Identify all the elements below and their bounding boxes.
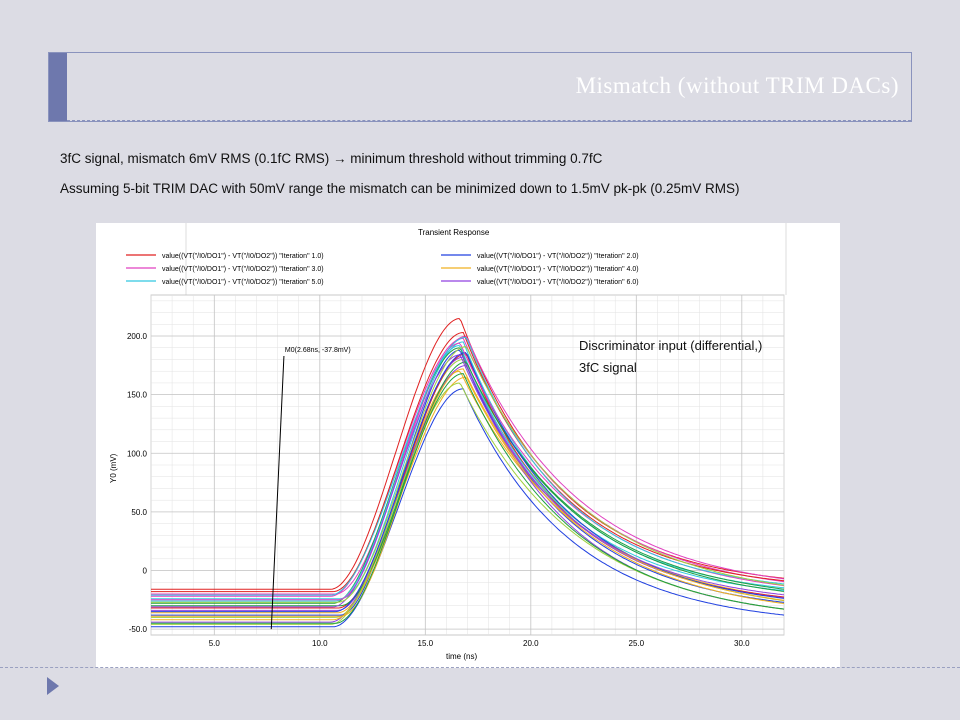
y-tick-label: 150.0 <box>127 391 148 400</box>
annotation-line-1: Discriminator input (differential,) <box>579 338 762 353</box>
summary-line-1: 3fC signal, mismatch 6mV RMS (0.1fC RMS)… <box>60 151 603 166</box>
transient-response-plot: Transient Response value((VT("/I0/DO1") … <box>96 223 840 668</box>
series-line <box>151 370 785 614</box>
summary-line-2: Assuming 5-bit TRIM DAC with 50mV range … <box>60 181 740 196</box>
legend-label: value((VT("/I0/DO1") - VT("/I0/DO2")) "I… <box>477 253 639 260</box>
y-tick-label: 50.0 <box>131 508 147 517</box>
title-divider <box>67 120 911 121</box>
series-line <box>151 317 785 590</box>
y-tick-label: 100.0 <box>127 449 148 458</box>
y-tick-label: -50.0 <box>129 625 148 634</box>
slide-title: Mismatch (without TRIM DACs) <box>575 73 899 98</box>
x-tick-label: 25.0 <box>629 639 645 648</box>
chart-title: Transient Response <box>418 228 490 237</box>
series-line <box>151 351 785 613</box>
chart-legend: value((VT("/I0/DO1") - VT("/I0/DO2")) "I… <box>126 253 639 286</box>
x-axis-ticks: 5.0 10.0 15.0 20.0 25.0 30.0 <box>209 639 750 648</box>
x-tick-label: 30.0 <box>734 639 750 648</box>
series-line <box>151 335 785 595</box>
legend-label: value((VT("/I0/DO1") - VT("/I0/DO2")) "I… <box>162 266 324 273</box>
series-line <box>151 376 785 621</box>
series-line <box>151 361 785 607</box>
legend-label: value((VT("/I0/DO1") - VT("/I0/DO2")) "I… <box>162 253 324 260</box>
annotation-line-2: 3fC signal <box>579 360 637 375</box>
marker-m0: M0(2.68ns, -37.8mV) <box>270 347 351 630</box>
x-tick-label: 10.0 <box>312 639 328 648</box>
nav-arrow-icon[interactable] <box>47 677 59 695</box>
y-tick-label: 200.0 <box>127 332 148 341</box>
x-tick-label: 20.0 <box>523 639 539 648</box>
legend-label: value((VT("/I0/DO1") - VT("/I0/DO2")) "I… <box>477 266 639 273</box>
y-axis-ticks: 200.0 150.0 100.0 50.0 0 -50.0 <box>127 332 148 634</box>
footer-divider <box>0 667 960 668</box>
series-line <box>151 368 785 617</box>
series-line <box>151 341 785 600</box>
legend-label: value((VT("/I0/DO1") - VT("/I0/DO2")) "I… <box>477 279 639 286</box>
x-tick-label: 5.0 <box>209 639 221 648</box>
y-axis-label: Y0 (mV) <box>109 453 118 483</box>
marker-line <box>270 355 285 630</box>
plot-series <box>151 317 785 628</box>
series-line <box>151 337 785 597</box>
x-axis-label: time (ns) <box>446 652 477 661</box>
title-accent-bar <box>49 53 67 121</box>
series-line <box>151 346 785 603</box>
legend-area <box>96 223 840 295</box>
x-tick-label: 15.0 <box>418 639 434 648</box>
y-tick-label: 0 <box>143 567 148 576</box>
marker-label: M0(2.68ns, -37.8mV) <box>285 347 351 354</box>
series-line <box>151 336 785 596</box>
series-line <box>151 373 785 624</box>
series-line <box>151 354 785 608</box>
legend-label: value((VT("/I0/DO1") - VT("/I0/DO2")) "I… <box>162 279 324 286</box>
title-bar: Mismatch (without TRIM DACs) <box>48 52 912 122</box>
chart-svg: Transient Response value((VT("/I0/DO1") … <box>96 223 840 661</box>
